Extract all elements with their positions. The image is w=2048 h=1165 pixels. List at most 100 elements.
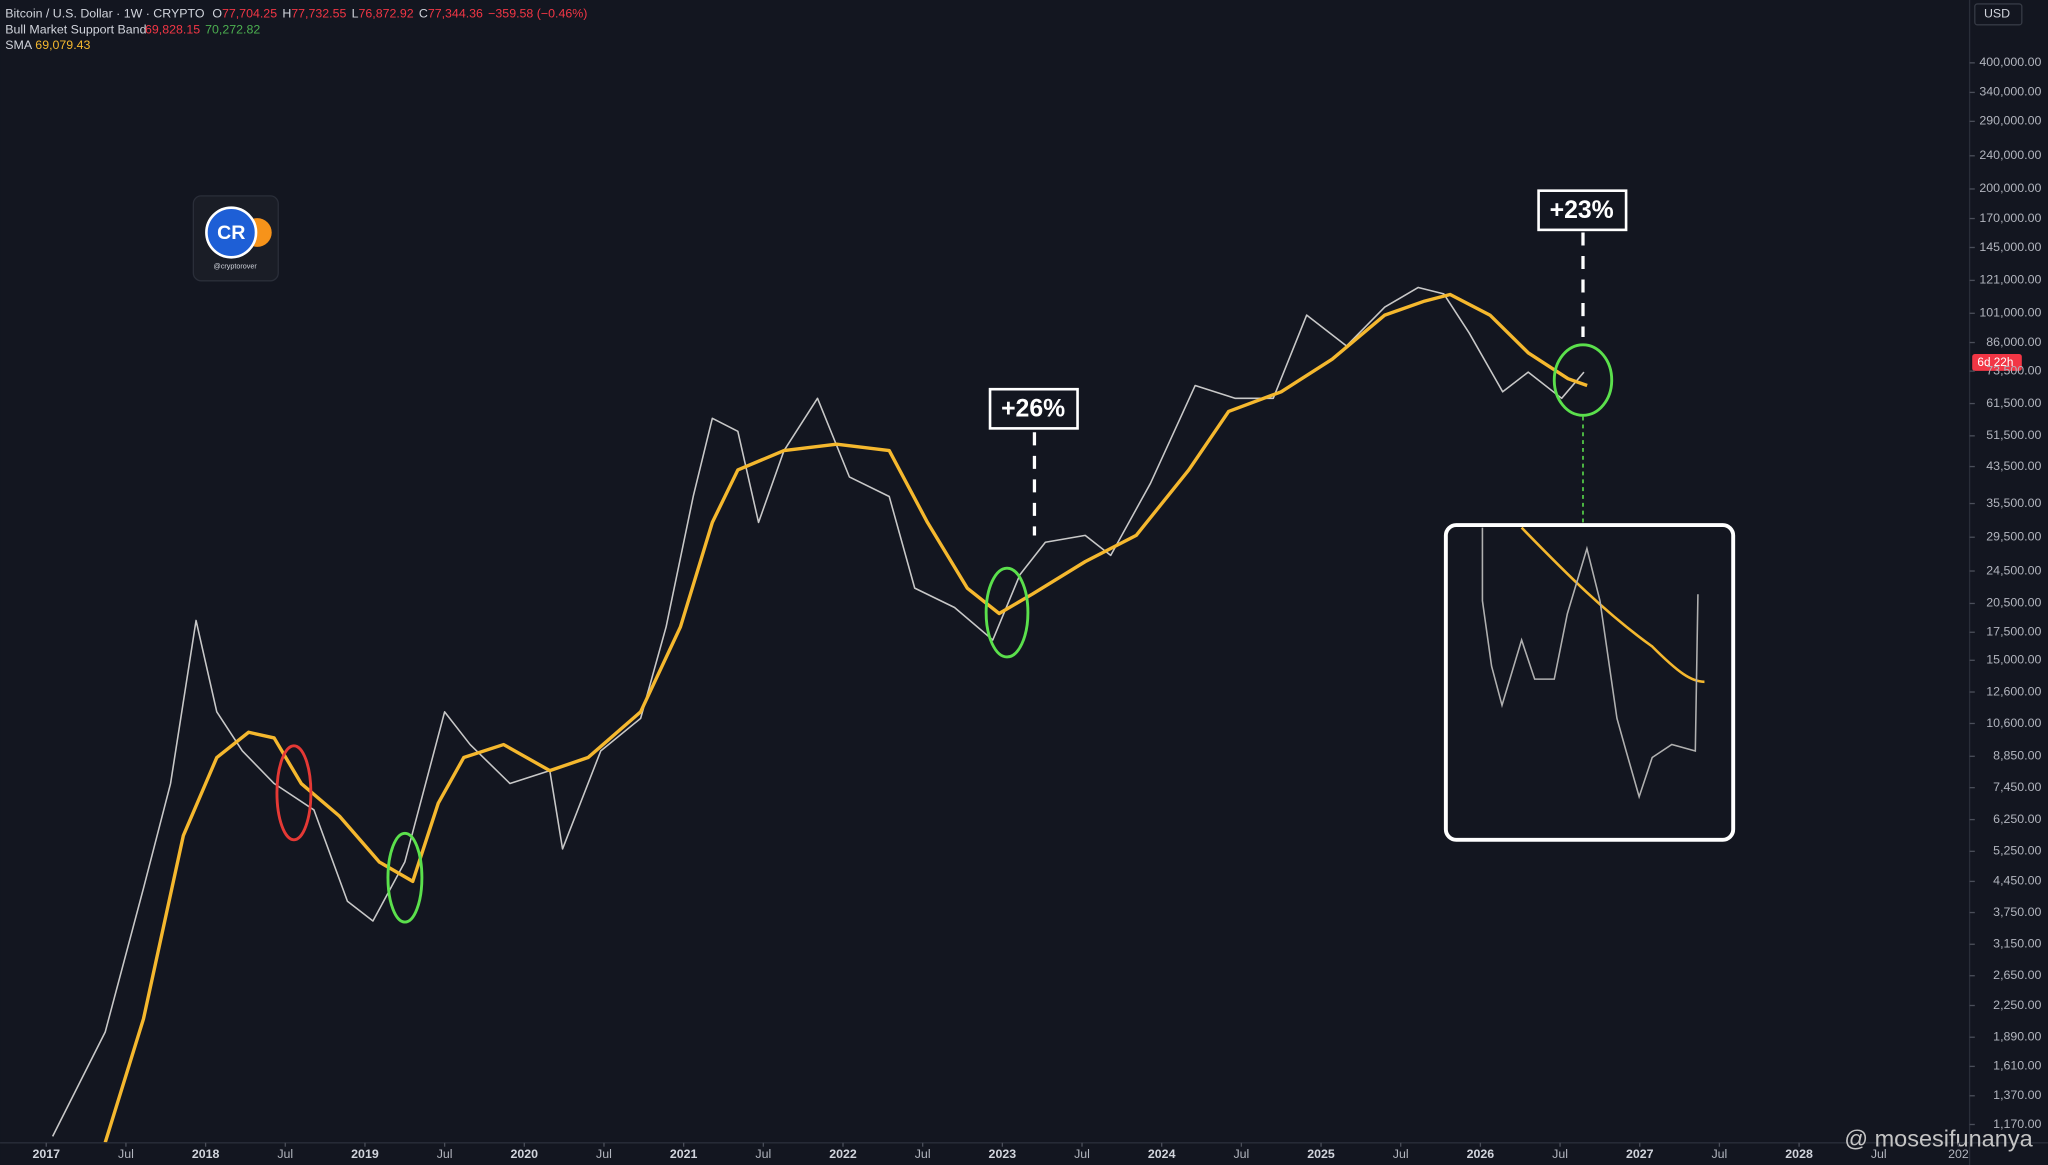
- x-tick-label: 2017: [32, 1147, 60, 1161]
- y-tick-label: 24,500.00: [1986, 563, 2041, 577]
- zoom-inset: [1443, 523, 1736, 842]
- logo-circle: [205, 206, 258, 259]
- y-tick-label: 145,000.00: [1979, 240, 2041, 254]
- y-tick-label: 400,000.00: [1979, 55, 2041, 69]
- y-tick-label: 12,600.00: [1986, 684, 2041, 698]
- y-tick-label: 73,500.00: [1986, 363, 2041, 377]
- x-tick-label: 2028: [1785, 1147, 1813, 1161]
- y-tick-label: 290,000.00: [1979, 114, 2041, 128]
- x-tick-label: Jul: [1711, 1147, 1727, 1161]
- y-tick-label: 1,370.00: [1993, 1088, 2041, 1102]
- symbol-title: Bitcoin / U.S. Dollar · 1W · CRYPTO: [5, 7, 205, 21]
- y-tick-label: 101,000.00: [1979, 306, 2041, 320]
- sma-value: 69,079.43: [35, 38, 90, 52]
- inset-price: [1481, 527, 1699, 800]
- ohlc-value: 77,732.55: [291, 7, 346, 21]
- x-tick-label: Jul: [1233, 1147, 1249, 1161]
- y-tick-label: 6,250.00: [1993, 812, 2041, 826]
- x-tick-label: Jul: [1552, 1147, 1568, 1161]
- watermark: @ mosesifunanya: [1844, 1125, 2033, 1151]
- x-tick-label: 2027: [1626, 1147, 1654, 1161]
- y-tick-label: 61,500.00: [1986, 396, 2041, 410]
- y-tick-label: 2,650.00: [1993, 968, 2041, 982]
- ohlc-value: 77,344.36: [428, 7, 483, 21]
- y-tick-label: 1,610.00: [1993, 1059, 2041, 1073]
- x-tick-label: Jul: [596, 1147, 612, 1161]
- price-tag: [1972, 353, 2022, 371]
- y-tick-label: 240,000.00: [1979, 148, 2041, 162]
- x-tick-label: 2021: [670, 1147, 698, 1161]
- y-tick-label: 5,250.00: [1993, 844, 2041, 858]
- x-tick-label: 2023: [989, 1147, 1017, 1161]
- x-tick-label: 2024: [1148, 1147, 1176, 1161]
- y-tick-label: 170,000.00: [1979, 211, 2041, 225]
- plot-area: [51, 286, 1588, 1143]
- x-tick-label: Jul: [1074, 1147, 1090, 1161]
- y-tick-label: 43,500.00: [1986, 459, 2041, 473]
- x-tick-label: 2018: [192, 1147, 220, 1161]
- y-tick-label: 121,000.00: [1979, 273, 2041, 287]
- band-name: Bull Market Support Band: [5, 22, 146, 36]
- x-tick-label: 2022: [829, 1147, 857, 1161]
- ohlc-value: 77,704.25: [222, 7, 277, 21]
- series-line: [103, 292, 1588, 1143]
- annotation-box: [988, 387, 1079, 430]
- highlight-circle: [1552, 343, 1614, 417]
- ohlc-label: C: [419, 7, 428, 21]
- inset-sma: [1520, 526, 1705, 684]
- x-tick-label: 2026: [1467, 1147, 1495, 1161]
- y-tick-label: 3,750.00: [1993, 905, 2041, 919]
- x-tick-label: Jul: [915, 1147, 931, 1161]
- ohlc-label: L: [352, 7, 359, 21]
- sma-name: SMA: [5, 38, 33, 52]
- ohlc-value: 76,872.92: [359, 7, 414, 21]
- y-tick-label: 340,000.00: [1979, 85, 2041, 99]
- ohlc-values: O 77,704.25 H 77,732.55 L 76,872.92 C 77,344.36…: [212, 7, 587, 21]
- highlight-circle: [984, 566, 1030, 659]
- highlight-circle: [386, 831, 424, 924]
- y-tick-label: 35,500.00: [1986, 496, 2041, 510]
- x-tick-label: Jul: [118, 1147, 134, 1161]
- y-tick-label: 1,170.00: [1993, 1117, 2041, 1131]
- y-tick-label: 4,450.00: [1993, 874, 2041, 888]
- x-tick-label: Jul: [1871, 1147, 1887, 1161]
- y-tick-label: 7,450.00: [1993, 780, 2041, 794]
- x-tick-label: Jul: [277, 1147, 293, 1161]
- ohlc-label: H: [282, 7, 291, 21]
- highlight-circle: [275, 744, 313, 842]
- y-tick-label: 29,500.00: [1986, 530, 2041, 544]
- y-tick-label: 15,000.00: [1986, 653, 2041, 667]
- y-tick-label: 51,500.00: [1986, 428, 2041, 442]
- x-tick-label: 2020: [511, 1147, 539, 1161]
- annotation-box: [1537, 189, 1628, 232]
- x-tick-label: Jul: [1393, 1147, 1409, 1161]
- y-tick-label: 1,890.00: [1993, 1030, 2041, 1044]
- change: −359.58 (−0.46%): [488, 7, 587, 21]
- y-tick-label: 2,250.00: [1993, 998, 2041, 1012]
- y-tick-label: 17,500.00: [1986, 625, 2041, 639]
- y-tick-label: 86,000.00: [1986, 335, 2041, 349]
- x-tick-label: 2019: [351, 1147, 379, 1161]
- currency-box[interactable]: [1974, 3, 2023, 26]
- currency[interactable]: USD: [1984, 7, 2010, 21]
- countdown: 6d 22h: [1977, 356, 2013, 369]
- y-tick-label: 3,150.00: [1993, 937, 2041, 951]
- logo-text: CR: [217, 222, 245, 244]
- annotation: +26%: [1001, 396, 1065, 423]
- annotation: +23%: [1550, 197, 1614, 224]
- band-value: 69,828.15: [145, 22, 200, 36]
- y-tick-label: 8,850.00: [1993, 749, 2041, 763]
- y-tick-label: 200,000.00: [1979, 181, 2041, 195]
- ohlc-label: O: [212, 7, 222, 21]
- x-tick-label: 202: [1948, 1147, 1969, 1161]
- y-tick-label: 20,500.00: [1986, 596, 2041, 610]
- logo-handle: @cryptorover: [214, 262, 258, 270]
- y-tick-label: 10,600.00: [1986, 716, 2041, 730]
- x-tick-label: Jul: [755, 1147, 771, 1161]
- x-tick-label: Jul: [437, 1147, 453, 1161]
- band-value: 70,272.82: [205, 22, 260, 36]
- x-tick-label: 2025: [1307, 1147, 1335, 1161]
